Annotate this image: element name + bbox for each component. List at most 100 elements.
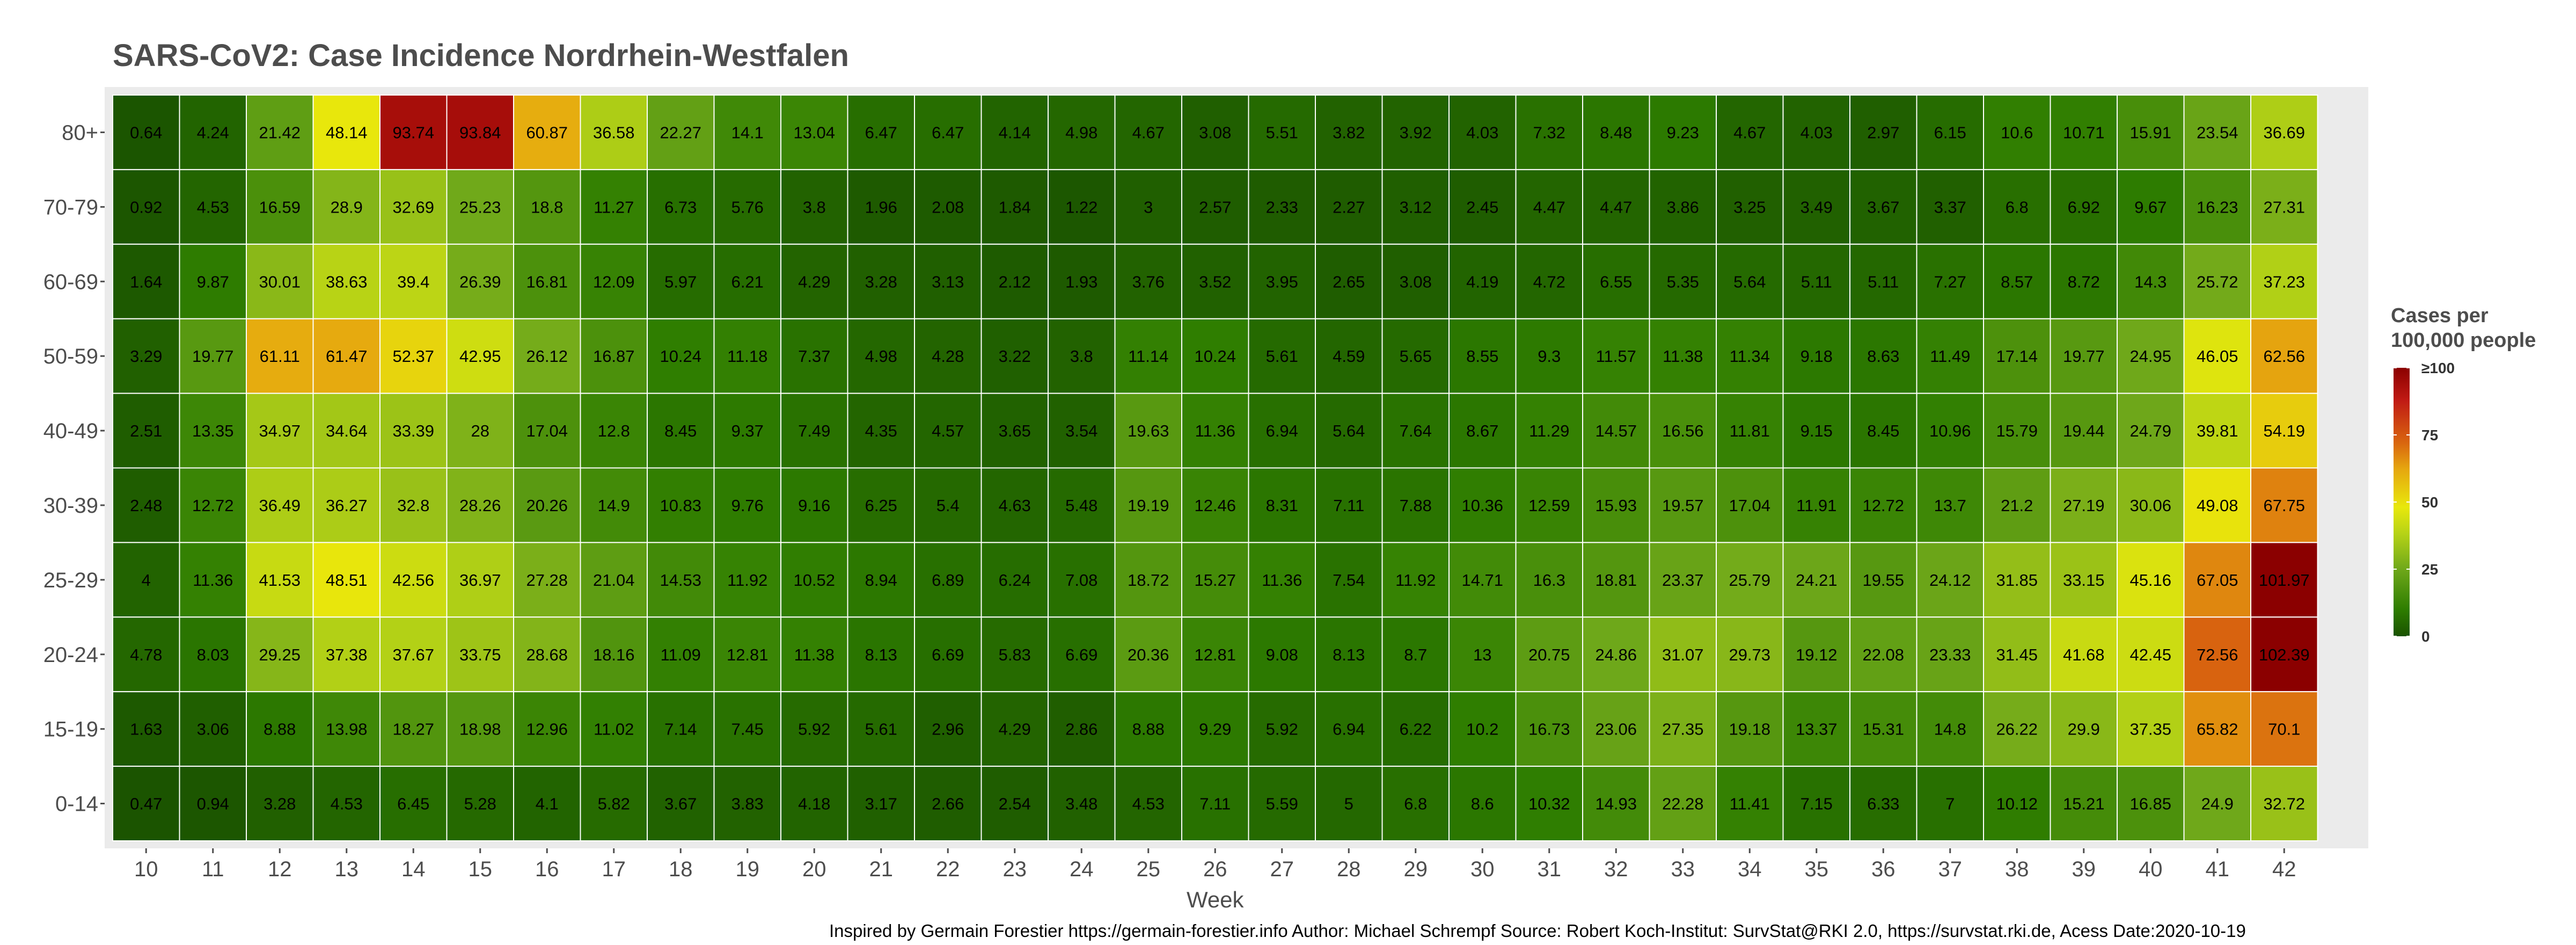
- heatmap-cell: [1048, 542, 1116, 618]
- heatmap-cell: [2117, 616, 2185, 693]
- heatmap-cell: [246, 766, 314, 841]
- heatmap-cell: [1181, 467, 1249, 543]
- heatmap-cell: [1849, 467, 1918, 543]
- cell-value-label: 60.87: [526, 123, 568, 142]
- cell-value-label: 22.27: [660, 123, 701, 142]
- heatmap-cell: [780, 542, 848, 618]
- cell-value-label: 2.45: [1466, 198, 1498, 216]
- cell-value-label: 39.4: [397, 272, 429, 291]
- cell-value-label: 23.33: [1929, 645, 1971, 664]
- cell-value-label: 5.61: [1266, 347, 1298, 366]
- cell-value-label: 93.84: [459, 123, 501, 142]
- cell-value-label: 4.67: [1733, 123, 1766, 142]
- x-tick-label: 42: [2272, 857, 2296, 881]
- cell-value-label: 11.81: [1730, 421, 1770, 440]
- heatmap-cells: [112, 95, 2318, 841]
- heatmap-cell: [513, 392, 581, 469]
- cell-value-label: 13.37: [1796, 720, 1838, 739]
- heatmap-cell: [2250, 169, 2318, 245]
- cell-value-label: 11.09: [661, 645, 701, 664]
- heatmap-cell: [1315, 392, 1383, 469]
- cell-value-label: 26.22: [1996, 720, 2038, 739]
- x-tick-label: 37: [1938, 857, 1963, 881]
- cell-value-label: 20.26: [526, 496, 568, 515]
- cell-value-label: 27.19: [2063, 496, 2105, 515]
- cell-value-label: 3.29: [130, 347, 162, 366]
- heatmap-cell: [1649, 766, 1717, 841]
- cell-value-label: 8.55: [1466, 347, 1498, 366]
- heatmap-cell: [2183, 542, 2251, 618]
- cell-value-label: 33.15: [2063, 571, 2105, 590]
- cell-value-label: 36.58: [593, 123, 635, 142]
- heatmap-cell: [1916, 467, 1984, 543]
- cell-value-label: 3.92: [1400, 123, 1432, 142]
- cell-value-label: 4.03: [1801, 123, 1833, 142]
- cell-value-label: 5.48: [1065, 496, 1097, 515]
- heatmap-cell: [1114, 542, 1182, 618]
- heatmap-cell: [2050, 542, 2118, 618]
- cell-value-label: 3.82: [1333, 123, 1365, 142]
- cell-value-label: 8.88: [264, 720, 296, 739]
- cell-value-label: 4.98: [865, 347, 897, 366]
- heatmap-cell: [780, 318, 848, 394]
- heatmap-cell: [1649, 318, 1717, 394]
- heatmap-cell: [1381, 467, 1450, 543]
- heatmap-cell: [1782, 766, 1850, 841]
- y-tick-label: 30-39: [43, 494, 98, 518]
- cell-value-label: 72.56: [2197, 645, 2238, 664]
- cell-value-label: 3.08: [1199, 123, 1231, 142]
- heatmap-cell: [580, 467, 648, 543]
- cell-value-label: 2.12: [999, 272, 1031, 291]
- cell-value-label: 1.64: [130, 272, 162, 291]
- cell-value-label: 16.73: [1528, 720, 1570, 739]
- cell-value-label: 34.97: [259, 421, 301, 440]
- cell-value-label: 15.91: [2129, 123, 2171, 142]
- x-tick-label: 20: [802, 857, 826, 881]
- cell-value-label: 17.04: [526, 421, 568, 440]
- heatmap-cell: [513, 467, 581, 543]
- cell-value-label: 13.7: [1934, 496, 1966, 515]
- cell-value-label: 3.13: [932, 272, 964, 291]
- cell-value-label: 11.34: [1730, 347, 1770, 366]
- cell-value-label: 12.46: [1194, 496, 1236, 515]
- heatmap-cell: [647, 691, 715, 767]
- heatmap-cell: [1381, 243, 1450, 319]
- heatmap-cell: [914, 616, 982, 693]
- cell-value-label: 2.33: [1266, 198, 1298, 216]
- cell-value-label: 36.69: [2263, 123, 2305, 142]
- cell-value-label: 4.14: [999, 123, 1031, 142]
- cell-value-label: 8.45: [1867, 421, 1899, 440]
- cell-value-label: 9.16: [798, 496, 830, 515]
- heatmap-cell: [1448, 467, 1517, 543]
- x-tick-label: 13: [335, 857, 359, 881]
- heatmap-cell: [914, 542, 982, 618]
- x-tick-label: 28: [1337, 857, 1361, 881]
- x-tick-label: 33: [1671, 857, 1695, 881]
- cell-value-label: 22.08: [1862, 645, 1904, 664]
- heatmap-cell: [980, 95, 1049, 170]
- cell-value-label: 6.73: [664, 198, 697, 216]
- cell-value-label: 61.47: [326, 347, 368, 366]
- cell-value-label: 2.86: [1065, 720, 1097, 739]
- heatmap-cell: [1181, 766, 1249, 841]
- cell-value-label: 26.39: [459, 272, 501, 291]
- heatmap-cell: [713, 766, 781, 841]
- heatmap-cell: [1649, 542, 1717, 618]
- cell-value-label: 12.72: [1862, 496, 1904, 515]
- cell-value-label: 3.12: [1400, 198, 1432, 216]
- cell-value-label: 102.39: [2259, 645, 2310, 664]
- heatmap-cell: [513, 616, 581, 693]
- heatmap-cell: [513, 318, 581, 394]
- cell-value-label: 19.18: [1729, 720, 1770, 739]
- heatmap-cell: [2050, 616, 2118, 693]
- cell-value-label: 3.8: [803, 198, 826, 216]
- cell-value-label: 62.56: [2263, 347, 2305, 366]
- heatmap-cell: [312, 169, 380, 245]
- heatmap-cell: [513, 691, 581, 767]
- cell-value-label: 6.47: [865, 123, 897, 142]
- cell-value-label: 7.27: [1934, 272, 1966, 291]
- heatmap-cell: [1582, 766, 1650, 841]
- cell-value-label: 33.39: [392, 421, 434, 440]
- heatmap-cell: [513, 95, 581, 170]
- cell-value-label: 41.53: [259, 571, 301, 590]
